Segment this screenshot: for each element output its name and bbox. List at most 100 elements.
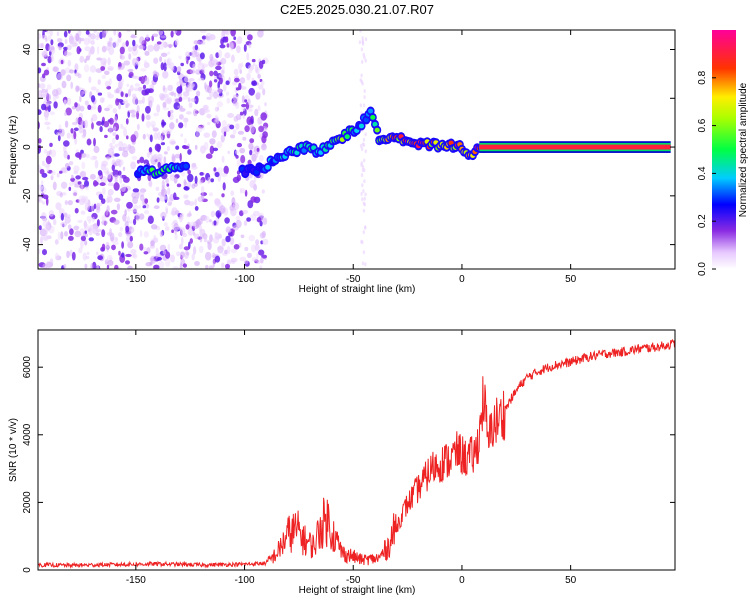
noise-speckle bbox=[75, 175, 81, 180]
noise-speckle bbox=[171, 153, 175, 163]
noise-speckle bbox=[45, 155, 52, 165]
noise-speckle bbox=[358, 40, 362, 45]
noise-speckle bbox=[70, 128, 74, 134]
noise-speckle bbox=[157, 131, 161, 141]
noise-speckle bbox=[50, 39, 54, 46]
noise-speckle bbox=[87, 104, 92, 111]
noise-speckle bbox=[114, 197, 121, 202]
noise-speckle bbox=[212, 147, 219, 152]
noise-speckle bbox=[150, 154, 156, 161]
noise-speckle bbox=[185, 224, 190, 230]
noise-speckle bbox=[68, 235, 74, 241]
noise-speckle bbox=[108, 125, 113, 134]
noise-speckle bbox=[258, 249, 265, 256]
noise-speckle bbox=[222, 182, 226, 191]
noise-speckle bbox=[82, 176, 89, 181]
noise-speckle bbox=[255, 153, 259, 158]
noise-speckle bbox=[362, 201, 365, 206]
noise-speckle bbox=[182, 96, 189, 100]
noise-speckle bbox=[260, 81, 265, 86]
noise-speckle bbox=[187, 149, 192, 155]
y-tick-label: 40 bbox=[22, 44, 33, 56]
noise-speckle bbox=[147, 95, 154, 105]
noise-speckle bbox=[38, 199, 44, 203]
noise-speckle bbox=[90, 39, 96, 46]
noise-speckle bbox=[257, 73, 261, 79]
noise-speckle bbox=[211, 252, 216, 259]
noise-speckle bbox=[46, 163, 50, 173]
noise-speckle bbox=[196, 126, 203, 133]
noise-speckle bbox=[49, 30, 53, 36]
noise-speckle bbox=[90, 155, 97, 161]
noise-speckle bbox=[118, 141, 124, 147]
noise-speckle bbox=[43, 194, 49, 200]
noise-speckle bbox=[209, 192, 213, 197]
noise-speckle bbox=[84, 240, 88, 246]
noise-speckle bbox=[361, 36, 364, 41]
noise-speckle bbox=[101, 229, 106, 238]
noise-speckle bbox=[105, 209, 109, 216]
noise-speckle bbox=[85, 255, 90, 260]
noise-speckle bbox=[41, 180, 44, 186]
noise-speckle bbox=[198, 77, 205, 81]
noise-speckle bbox=[113, 182, 120, 191]
noise-speckle bbox=[361, 168, 365, 173]
noise-speckle bbox=[60, 128, 65, 137]
noise-speckle bbox=[190, 98, 196, 103]
noise-speckle bbox=[194, 175, 198, 184]
noise-speckle bbox=[121, 241, 124, 249]
noise-speckle bbox=[184, 119, 188, 128]
signal-core bbox=[374, 127, 380, 133]
noise-speckle bbox=[160, 35, 167, 39]
noise-speckle bbox=[63, 30, 68, 38]
noise-speckle bbox=[78, 153, 82, 160]
noise-speckle bbox=[230, 190, 235, 196]
noise-speckle bbox=[44, 115, 49, 121]
noise-speckle bbox=[107, 65, 114, 70]
noise-speckle bbox=[364, 37, 368, 42]
noise-speckle bbox=[38, 164, 41, 172]
noise-speckle bbox=[359, 103, 363, 108]
noise-speckle bbox=[118, 103, 122, 110]
noise-speckle bbox=[77, 219, 83, 224]
noise-speckle bbox=[256, 217, 262, 223]
noise-speckle bbox=[179, 107, 186, 112]
noise-speckle bbox=[209, 70, 214, 77]
spectrogram-signal bbox=[134, 106, 671, 179]
noise-speckle bbox=[363, 196, 366, 201]
noise-speckle bbox=[168, 92, 175, 96]
noise-speckle bbox=[132, 39, 136, 47]
noise-speckle bbox=[39, 168, 45, 175]
noise-speckle bbox=[221, 193, 225, 198]
noise-speckle bbox=[118, 250, 121, 256]
noise-speckle bbox=[85, 153, 90, 159]
noise-speckle bbox=[56, 173, 60, 178]
noise-speckle bbox=[128, 109, 135, 114]
noise-speckle bbox=[139, 188, 145, 197]
noise-speckle bbox=[162, 250, 167, 255]
noise-speckle bbox=[92, 105, 97, 110]
noise-speckle bbox=[174, 196, 180, 200]
noise-speckle bbox=[243, 44, 247, 52]
noise-speckle bbox=[38, 196, 43, 201]
noise-speckle bbox=[167, 84, 174, 92]
noise-speckle bbox=[211, 130, 217, 138]
noise-speckle bbox=[111, 151, 115, 159]
noise-speckle bbox=[361, 240, 364, 245]
noise-speckle bbox=[63, 150, 68, 159]
noise-speckle bbox=[144, 210, 150, 215]
noise-speckle bbox=[153, 234, 157, 242]
noise-speckle bbox=[361, 59, 364, 64]
noise-speckle bbox=[220, 172, 228, 177]
noise-speckle bbox=[166, 183, 170, 187]
noise-speckle bbox=[219, 205, 226, 214]
noise-speckle bbox=[58, 208, 65, 215]
noise-speckle bbox=[93, 137, 96, 147]
noise-speckle bbox=[69, 249, 73, 257]
noise-speckle bbox=[194, 261, 200, 266]
noise-speckle bbox=[120, 183, 126, 192]
noise-speckle bbox=[216, 106, 220, 111]
noise-speckle bbox=[92, 216, 95, 223]
noise-speckle bbox=[157, 153, 163, 162]
noise-speckle bbox=[184, 57, 188, 62]
